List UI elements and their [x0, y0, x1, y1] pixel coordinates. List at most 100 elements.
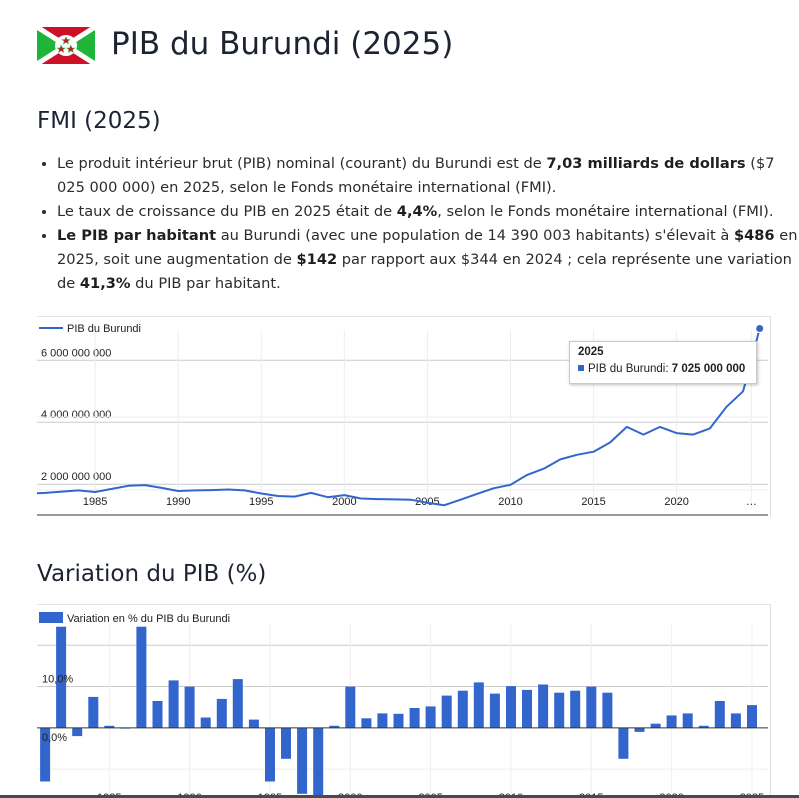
bar-2002 — [377, 713, 388, 728]
gdp-variation-bar-chart[interactable]: 10,0%0,0%1985199019952000200520102015202… — [37, 604, 771, 798]
bar-1999 — [329, 725, 340, 728]
bar-2000 — [345, 686, 356, 728]
bar-2007 — [457, 690, 468, 728]
tooltip-year: 2025 — [578, 346, 604, 358]
y-tick-label: 2 000 000 000 — [41, 471, 111, 483]
flag-green-right — [66, 27, 95, 64]
bar-2006 — [441, 695, 452, 728]
chart-tooltip: 2025 PIB du Burundi: 7 025 000 000 — [569, 341, 757, 384]
bullet-text: au Burundi (avec une population de 14 39… — [216, 227, 734, 244]
gdp-line-chart-svg: 2 000 000 000 4 000 000 000 6 000 000 000 1… — [37, 316, 771, 517]
bar-2004 — [409, 708, 420, 728]
section-heading-variation: Variation du PIB (%) — [37, 561, 267, 587]
fmi-bullet-list: Le produit intérieur brut (PIB) nominal … — [37, 152, 799, 296]
tooltip-row: PIB du Burundi: 7 025 000 000 — [578, 363, 745, 375]
tooltip-value: 7 025 000 000 — [671, 363, 746, 375]
bar-2014 — [570, 690, 581, 728]
bullet-bold: $486 — [733, 227, 775, 244]
bullet-text: , selon le Fonds monétaire international… — [437, 203, 774, 220]
bar-1981 — [40, 727, 51, 782]
page-title: PIB du Burundi (2025) — [111, 26, 454, 62]
y-tick-label: 10,0% — [42, 674, 73, 686]
bullet-gdp-per-capita: Le PIB par habitant au Burundi (avec une… — [57, 224, 799, 296]
burundi-flag-icon — [37, 27, 95, 64]
bar-2021 — [682, 713, 693, 728]
y-tick-label: 0,0% — [42, 732, 67, 744]
bar-2020 — [666, 715, 677, 728]
bar-2018 — [634, 727, 645, 732]
bar-2015 — [586, 686, 597, 728]
bar-1984 — [88, 696, 99, 728]
flag-star-top — [61, 36, 71, 45]
bar-2025 — [747, 705, 757, 728]
bar-1982 — [56, 626, 67, 728]
bullet-text: par rapport aux $344 en 2024 ; cela repr… — [57, 251, 792, 292]
bar-2008 — [473, 682, 484, 728]
bar-2009 — [489, 693, 500, 728]
x-tick-label: 2015 — [581, 496, 605, 508]
bar-1990 — [184, 686, 195, 728]
x-tick-label: 2000 — [332, 496, 356, 508]
x-tick-label: 1990 — [166, 496, 190, 508]
bar-2022 — [698, 725, 709, 728]
chart-right-border — [770, 604, 771, 798]
section-heading-fmi: FMI (2025) — [37, 108, 161, 134]
legend-bar-swatch — [39, 612, 63, 623]
bar-2017 — [618, 727, 629, 759]
bullet-bold: 41,3% — [79, 275, 131, 292]
bar-1987 — [136, 626, 147, 728]
flag-star-right — [66, 44, 76, 53]
bar-1983 — [72, 727, 83, 737]
bar-1997 — [297, 727, 308, 794]
bullet-gdp-nominal: Le produit intérieur brut (PIB) nominal … — [57, 152, 799, 200]
bullet-text: Le taux de croissance du PIB en 2025 éta… — [57, 203, 397, 220]
bullet-bold: 4,4% — [396, 203, 438, 220]
y-tick-label: 4 000 000 000 — [41, 409, 111, 421]
bar-2016 — [602, 692, 613, 728]
bullet-bold: Le PIB par habitant — [57, 227, 217, 244]
bar-2005 — [425, 706, 436, 728]
bullet-text: Le produit intérieur brut (PIB) nominal … — [57, 155, 547, 172]
x-tick-label: 1985 — [83, 496, 107, 508]
x-tick-label: 2010 — [498, 496, 522, 508]
bar-2003 — [393, 713, 404, 728]
bullet-text: ($7 025 000 000) en 2025, selon le Fonds… — [57, 155, 775, 196]
chart-top-border — [37, 316, 771, 317]
bar-2010 — [506, 686, 516, 728]
tooltip-series-label: PIB du Burundi: — [588, 363, 669, 375]
bar-1995 — [265, 727, 275, 782]
y-tick-label: 6 000 000 000 — [41, 347, 111, 359]
bar-1989 — [168, 680, 179, 728]
x-tick-label: 1995 — [249, 496, 273, 508]
bullet-bold: 7,03 milliards de dollars — [546, 155, 746, 172]
flag-green-left — [37, 27, 66, 64]
gdp-variation-bar-chart-svg: 10,0%0,0%1985199019952000200520102015202… — [37, 604, 771, 798]
bullet-bold: $142 — [296, 251, 338, 268]
tooltip-series-swatch — [578, 365, 584, 371]
bar-2019 — [650, 723, 661, 728]
bar-1991 — [200, 717, 211, 728]
legend-label: Variation en % du PIB du Burundi — [67, 613, 230, 625]
flag-star-left — [56, 44, 66, 53]
bar-2011 — [522, 689, 532, 728]
bar-1996 — [281, 727, 291, 759]
bar-1988 — [152, 701, 163, 728]
bar-1993 — [232, 679, 243, 728]
bar-2023 — [714, 701, 725, 728]
bar-1998 — [313, 727, 324, 796]
bar-1994 — [248, 719, 259, 728]
highlight-point-2025 — [755, 324, 765, 334]
bar-2013 — [554, 692, 565, 728]
gdp-line-chart[interactable]: 2 000 000 000 4 000 000 000 6 000 000 000 1… — [37, 316, 771, 517]
bar-2001 — [361, 718, 372, 728]
bar-1992 — [216, 698, 227, 728]
series-line-pib — [37, 328, 761, 507]
x-tick-label: 2020 — [664, 496, 688, 508]
bullet-text: du PIB par habitant. — [130, 275, 281, 292]
chart-top-border — [37, 604, 771, 605]
bullet-text: en 2025, soit une augmentation de — [57, 227, 798, 268]
chart-right-border — [770, 316, 771, 517]
legend-label: PIB du Burundi — [67, 323, 141, 335]
bullet-growth-rate: Le taux de croissance du PIB en 2025 éta… — [57, 200, 799, 224]
bottom-scrollbar[interactable] — [0, 795, 799, 798]
